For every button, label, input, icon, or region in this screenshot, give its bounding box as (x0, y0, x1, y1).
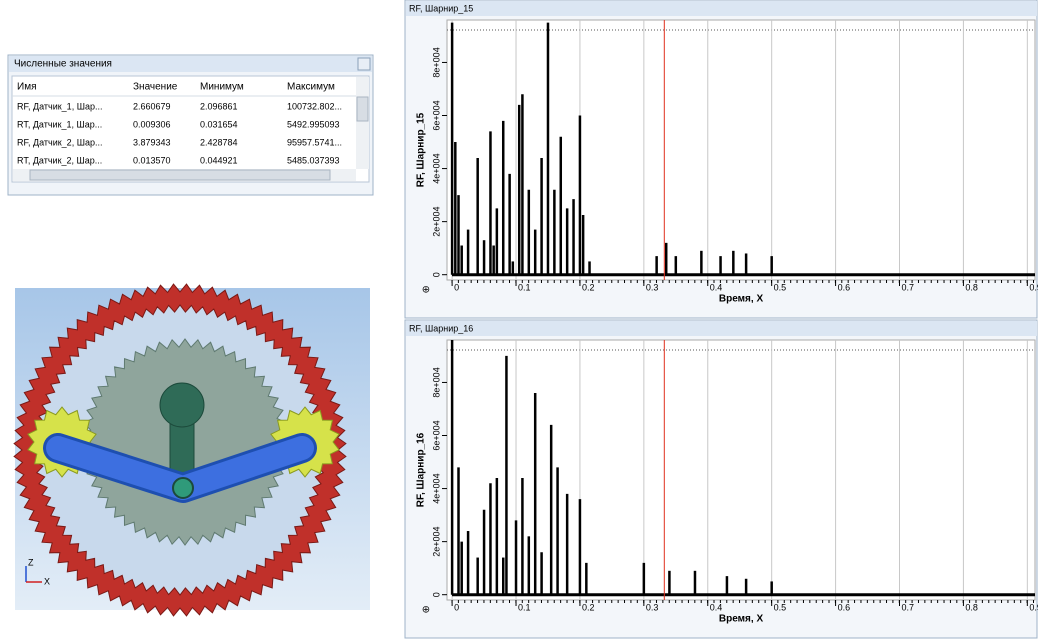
column-header: Имя (17, 82, 36, 93)
mechanism-view: ZX (14, 284, 370, 616)
page: {"table_panel": {"title": "Численные зна… (0, 0, 1038, 639)
y-tick-label: 8e+004 (431, 47, 441, 77)
x-tick-label: 0 (454, 282, 459, 292)
x-tick-label: 0.7 (902, 282, 915, 292)
x-tick-label: 0.9 (1029, 282, 1038, 292)
window-titlebar (406, 321, 1037, 336)
table-cell: 95957.5741... (287, 137, 342, 147)
window-titlebar (406, 1, 1037, 16)
close-button[interactable] (358, 58, 370, 70)
panel-title: Численные значения (14, 59, 112, 70)
table-cell: RT, Датчик_1, Шар... (17, 119, 102, 129)
x-axis-label: Время, X (719, 614, 764, 625)
x-axis-label: Время, X (719, 294, 764, 305)
y-tick-label: 6e+004 (431, 420, 441, 450)
x-tick-label: 0.6 (838, 602, 851, 612)
table-cell: 0.013570 (133, 155, 171, 165)
column-header: Максимум (287, 82, 335, 93)
y-axis-label: RF, Шарнир_15 (416, 112, 427, 187)
table-cell: 2.660679 (133, 101, 171, 111)
table-cell: 2.428784 (200, 137, 238, 147)
y-tick-label: 0 (431, 272, 441, 277)
axis-label: X (44, 576, 50, 586)
table-cell: 5492.995093 (287, 119, 340, 129)
table-cell: 2.096861 (200, 101, 238, 111)
x-tick-label: 0.8 (965, 602, 978, 612)
axis-label: Z (28, 557, 34, 567)
column-header: Минимум (200, 82, 244, 93)
x-tick-label: 0.2 (582, 602, 595, 612)
table-cell: RT, Датчик_2, Шар... (17, 155, 102, 165)
y-tick-label: 0 (431, 592, 441, 597)
table-cell: 0.044921 (200, 155, 238, 165)
table-cell: 0.009306 (133, 119, 171, 129)
x-tick-label: 0.3 (646, 282, 659, 292)
window-title: RF, Шарнир_16 (409, 323, 473, 333)
x-tick-label: 0.9 (1029, 602, 1038, 612)
y-tick-label: 2e+004 (431, 526, 441, 556)
x-tick-label: 0.5 (774, 602, 787, 612)
y-tick-label: 4e+004 (431, 153, 441, 183)
pan-icon[interactable]: ⊕ (422, 285, 430, 296)
table-cell: 0.031654 (200, 119, 238, 129)
vertical-scrollbar[interactable] (356, 77, 369, 169)
chart-window: RF, Шарнир_16 0 0.1 0.2 0.3 0.4 0.5 0.6 0.7 0.8 0.… (405, 320, 1038, 638)
table-cell: RF, Датчик_2, Шар... (17, 137, 102, 147)
table-cell: 100732.802... (287, 101, 342, 111)
y-tick-label: 6e+004 (431, 100, 441, 130)
chart-window: RF, Шарнир_15 0 0.1 0.2 0.3 0.4 0.5 0.6 0.7 0.8 0.… (405, 0, 1038, 318)
y-tick-label: 2e+004 (431, 206, 441, 236)
x-tick-label: 0.7 (902, 602, 915, 612)
x-tick-label: 0.4 (710, 282, 723, 292)
screen: Численные значения Имя Значение Минимум Мак… (0, 0, 1038, 639)
crank-head (160, 383, 204, 427)
x-tick-label: 0.3 (646, 602, 659, 612)
column-header: Значение (133, 82, 178, 93)
scroll-thumb[interactable] (357, 97, 368, 121)
y-tick-label: 4e+004 (431, 473, 441, 503)
hub (173, 478, 193, 498)
x-tick-label: 0.5 (774, 282, 787, 292)
x-tick-label: 0.1 (518, 282, 531, 292)
table-cell: 3.879343 (133, 137, 171, 147)
table-cell: 5485.037393 (287, 155, 340, 165)
x-tick-label: 0.6 (838, 282, 851, 292)
values-panel: Численные значения Имя Значение Минимум Мак… (8, 55, 373, 195)
x-tick-label: 0 (454, 602, 459, 612)
x-tick-label: 0.4 (710, 602, 723, 612)
y-tick-label: 8e+004 (431, 367, 441, 397)
y-axis-label: RF, Шарнир_16 (416, 432, 427, 507)
table-cell: RF, Датчик_1, Шар... (17, 101, 102, 111)
x-tick-label: 0.1 (518, 602, 531, 612)
pan-icon[interactable]: ⊕ (422, 605, 430, 616)
window-title: RF, Шарнир_15 (409, 3, 473, 13)
x-tick-label: 0.2 (582, 282, 595, 292)
charts: RF, Шарнир_15 0 0.1 0.2 0.3 0.4 0.5 0.6 0.7 0.8 0.… (405, 0, 1038, 638)
scroll-thumb[interactable] (30, 170, 330, 180)
x-tick-label: 0.8 (965, 282, 978, 292)
